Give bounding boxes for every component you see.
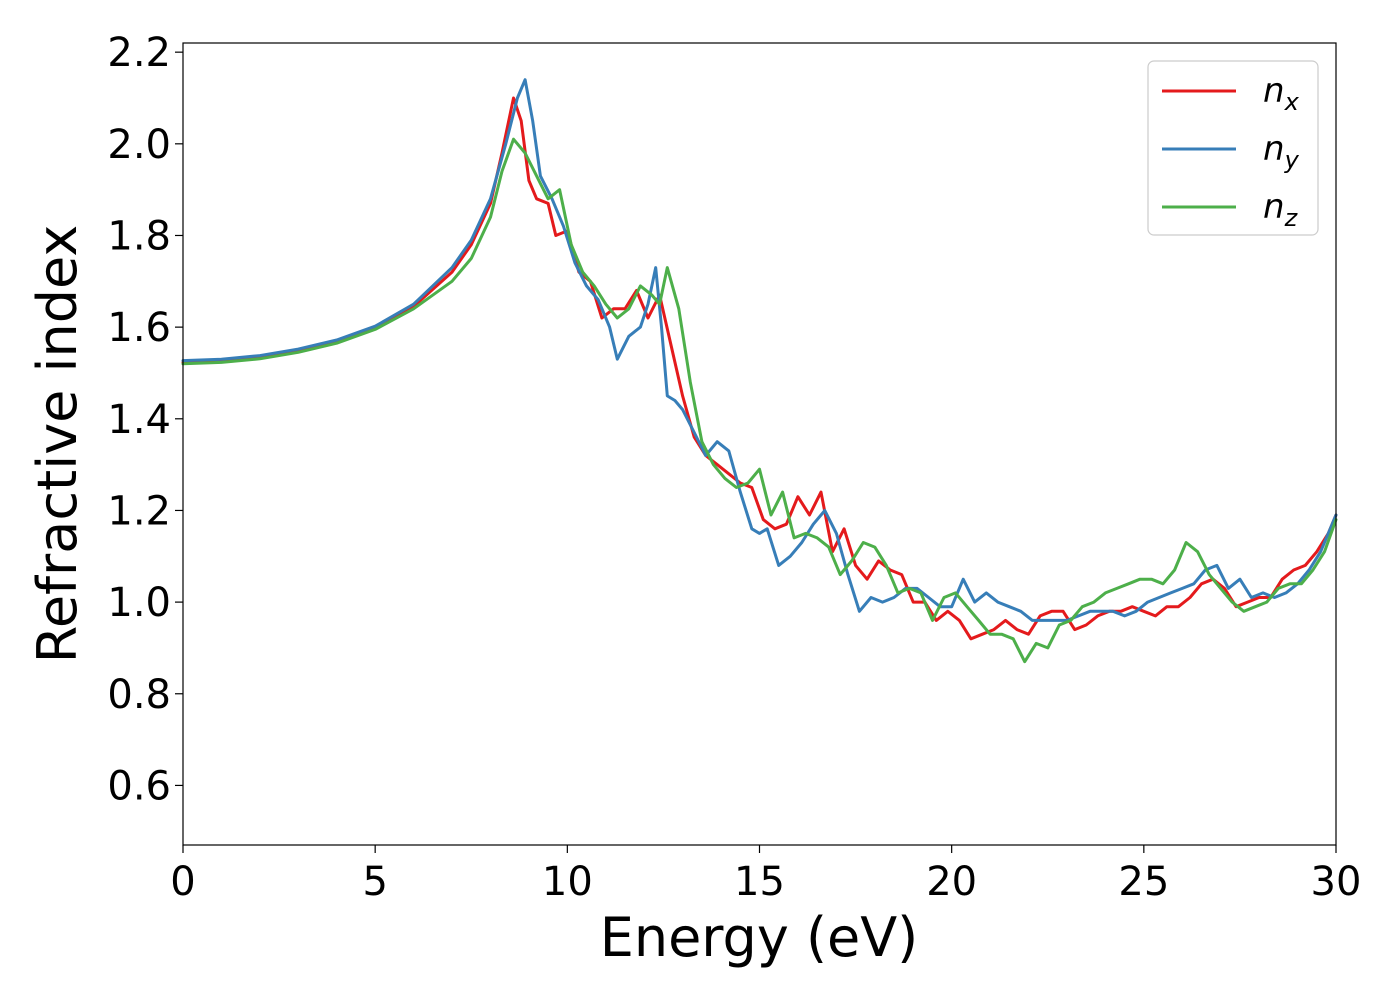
y-tick-label: 2.0 [107, 122, 171, 168]
x-tick-label: 20 [926, 859, 977, 905]
x-axis-label: Energy (eV) [600, 906, 919, 969]
y-tick-label: 1.4 [107, 397, 171, 443]
y-tick-label: 0.8 [107, 672, 171, 718]
legend-label-nx: nx [1263, 71, 1300, 116]
x-tick-label: 0 [170, 859, 195, 905]
x-axis: 0 5 10 15 20 25 30 [170, 845, 1361, 905]
series-line-nx [181, 96, 1338, 641]
series-line-nz [181, 137, 1338, 664]
y-tick-label: 2.2 [107, 30, 171, 76]
x-tick-label: 25 [1118, 859, 1169, 905]
x-tick-label: 5 [362, 859, 387, 905]
y-tick-label: 1.8 [107, 213, 171, 259]
y-tick-label: 1.6 [107, 305, 171, 351]
y-tick-label: 1.0 [107, 580, 171, 626]
x-tick-label: 15 [734, 859, 785, 905]
x-tick-label: 30 [1311, 859, 1362, 905]
y-tick-label: 1.2 [107, 488, 171, 534]
x-tick-label: 10 [542, 859, 593, 905]
y-tick-label: 0.6 [107, 763, 171, 809]
series-layer [181, 78, 1338, 664]
y-axis-label: Refractive index [26, 225, 89, 664]
y-axis: 0.6 0.8 1.0 1.2 1.4 1.6 1.8 2.0 2.2 [107, 30, 183, 809]
series-line-ny [181, 78, 1338, 622]
